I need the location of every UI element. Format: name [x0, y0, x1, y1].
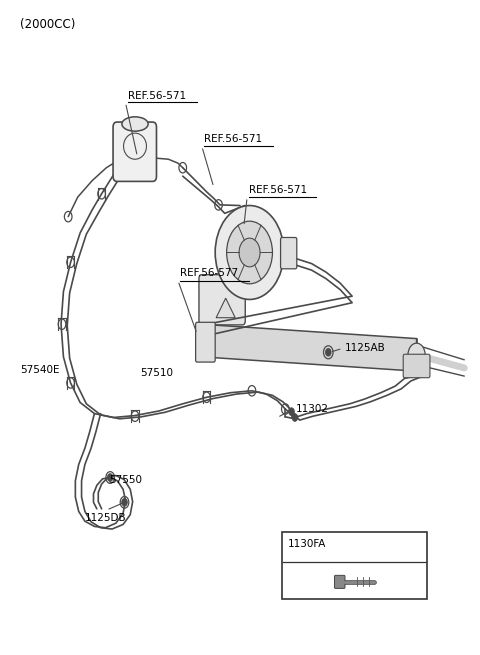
Text: REF.56-571: REF.56-571	[204, 134, 263, 143]
Text: 1125AB: 1125AB	[345, 343, 386, 353]
Ellipse shape	[122, 117, 148, 131]
Circle shape	[215, 206, 284, 299]
FancyBboxPatch shape	[281, 238, 297, 269]
Circle shape	[408, 343, 425, 367]
Text: (2000CC): (2000CC)	[21, 18, 76, 31]
Text: 57540E: 57540E	[21, 365, 60, 375]
Text: 57550: 57550	[109, 476, 142, 485]
Polygon shape	[202, 324, 417, 371]
Text: REF.56-571: REF.56-571	[128, 90, 186, 100]
Text: 11302: 11302	[296, 404, 329, 414]
Circle shape	[288, 407, 294, 415]
Text: REF.56-571: REF.56-571	[249, 185, 307, 195]
Circle shape	[292, 413, 298, 421]
Circle shape	[239, 238, 260, 267]
Text: 1130FA: 1130FA	[288, 540, 326, 550]
Text: 57510: 57510	[140, 368, 173, 378]
FancyBboxPatch shape	[282, 532, 427, 599]
FancyBboxPatch shape	[403, 354, 430, 378]
Circle shape	[325, 348, 331, 356]
FancyBboxPatch shape	[199, 274, 245, 325]
Text: REF.56-577: REF.56-577	[180, 268, 239, 278]
Polygon shape	[216, 298, 235, 318]
FancyBboxPatch shape	[335, 575, 345, 588]
Circle shape	[108, 474, 113, 481]
FancyBboxPatch shape	[113, 122, 156, 181]
Circle shape	[121, 498, 127, 506]
Text: 1125DB: 1125DB	[85, 514, 127, 523]
Circle shape	[227, 221, 273, 284]
FancyBboxPatch shape	[196, 322, 215, 362]
